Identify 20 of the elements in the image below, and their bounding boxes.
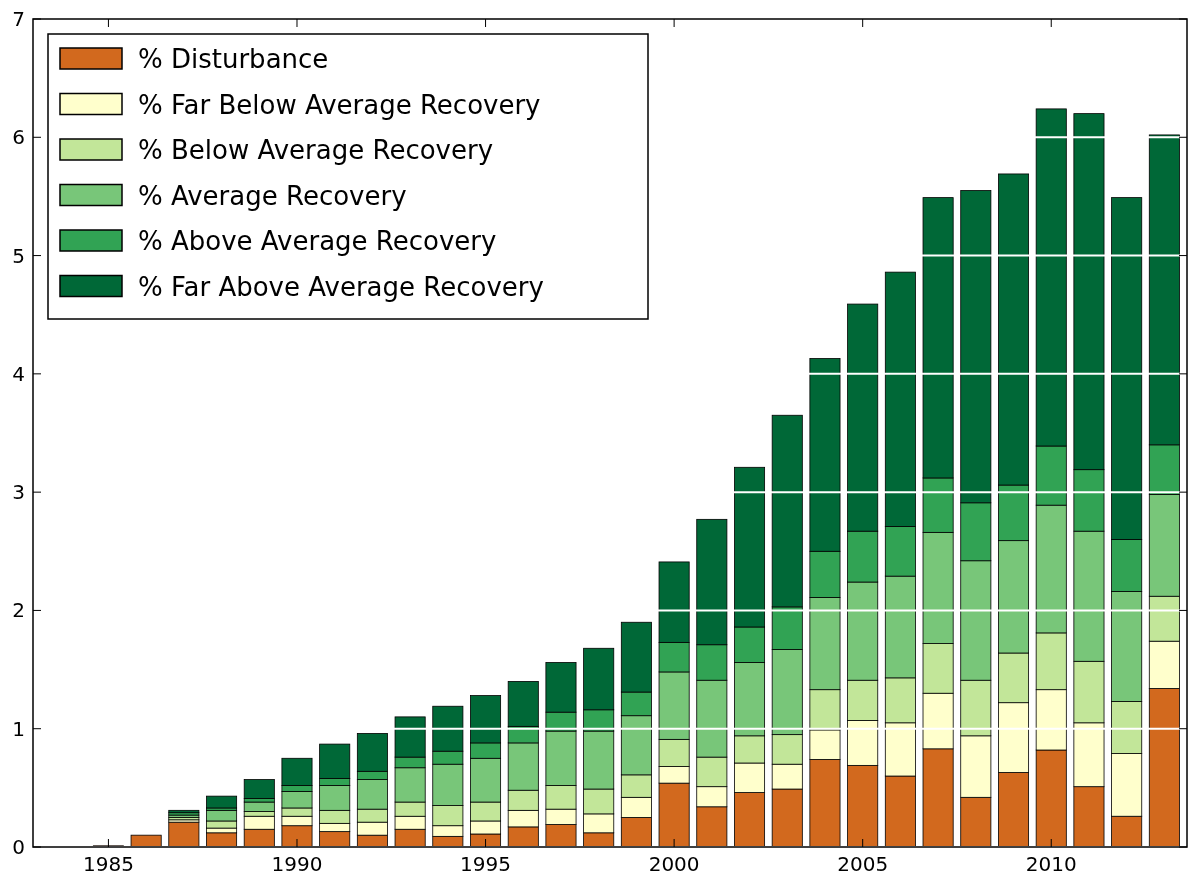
legend-label: % Far Below Average Recovery <box>138 89 541 120</box>
x-tick-label: 1995 <box>460 852 511 876</box>
x-tick-label: 2010 <box>1025 852 1077 876</box>
legend-label: % Above Average Recovery <box>138 226 497 256</box>
y-tick-label: 7 <box>12 7 25 31</box>
y-tick-label: 6 <box>12 125 25 150</box>
legend-label: % Disturbance <box>138 44 329 74</box>
y-tick-label: 1 <box>12 716 25 741</box>
legend-label: % Average Recovery <box>138 180 407 211</box>
x-tick-label: 2000 <box>648 852 700 876</box>
y-tick-label: 5 <box>12 243 25 268</box>
y-tick-label: 3 <box>12 480 25 505</box>
y-tick-label: 2 <box>12 598 25 623</box>
legend-label: % Below Average Recovery <box>138 135 494 165</box>
legend-label: % Far Above Average Recovery <box>138 271 544 302</box>
y-tick-label: 0 <box>12 835 25 859</box>
x-tick-label: 2005 <box>837 852 889 876</box>
x-tick-label: 1985 <box>82 852 134 876</box>
y-tick-label: 4 <box>12 361 25 386</box>
x-tick-label: 1990 <box>271 852 323 876</box>
